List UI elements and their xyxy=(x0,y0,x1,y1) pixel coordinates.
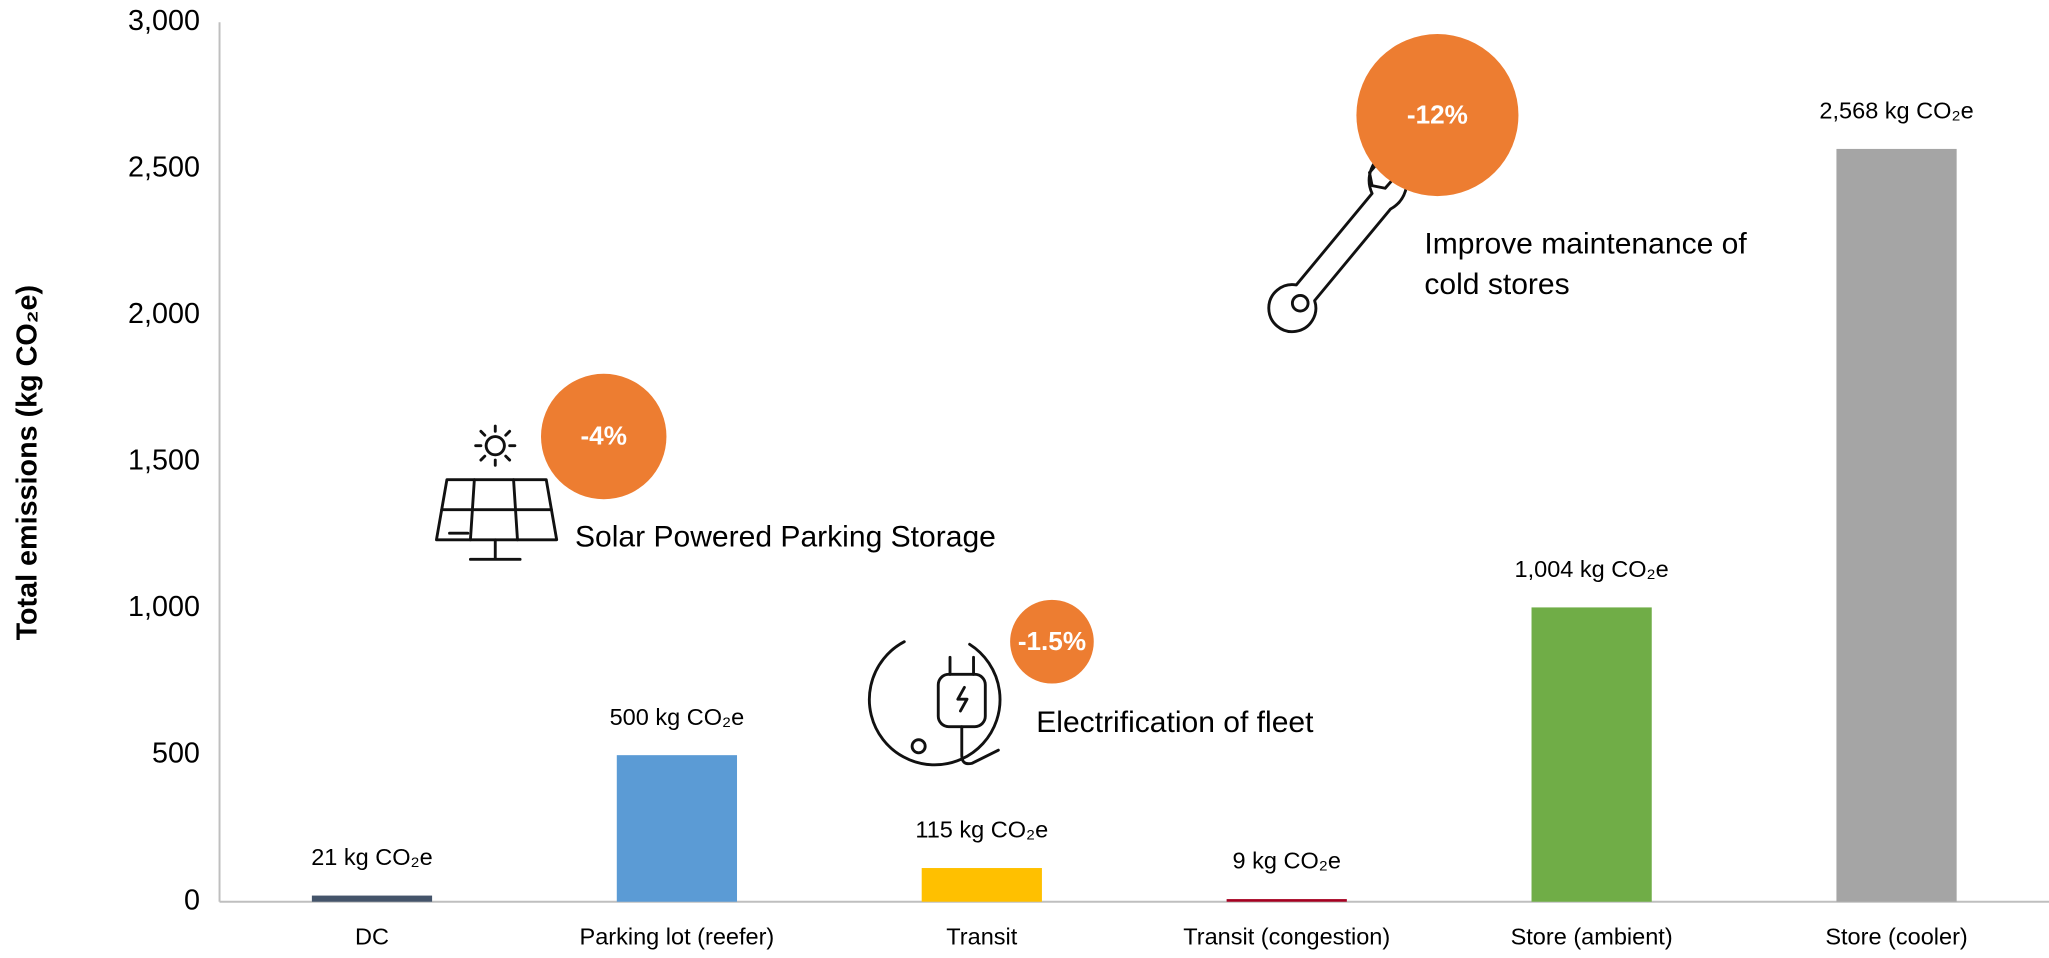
badge-circle xyxy=(540,373,667,500)
y-tick-label: 1,500 xyxy=(128,445,200,477)
x-tick-label: DC xyxy=(355,924,389,950)
annotation-text: cold stores xyxy=(1424,268,1569,301)
badge-label: -12% xyxy=(1407,99,1468,129)
x-tick-label: Transit (congestion) xyxy=(1183,924,1390,950)
bar xyxy=(921,868,1042,902)
annotation-text: Electrification of fleet xyxy=(1036,706,1314,739)
y-tick-label: 2,500 xyxy=(128,151,200,183)
x-tick-label: Parking lot (reefer) xyxy=(580,924,775,950)
badge-label: -1.5% xyxy=(1018,626,1086,656)
x-tick-label: Transit xyxy=(946,924,1017,950)
y-tick-label: 0 xyxy=(184,884,200,916)
value-label: 1,004 kg CO₂e xyxy=(1515,556,1669,582)
annotation-text: Improve maintenance of xyxy=(1424,228,1747,261)
plug-icon xyxy=(867,640,1002,767)
bar xyxy=(311,895,433,902)
y-tick-label: 2,000 xyxy=(128,298,200,330)
solar-icon xyxy=(435,424,559,561)
y-tick-label: 3,000 xyxy=(128,5,200,37)
value-label: 500 kg CO₂e xyxy=(610,704,745,730)
annotation-text: Solar Powered Parking Storage xyxy=(575,520,996,553)
badge-label: -4% xyxy=(580,421,626,451)
y-tick-label: 500 xyxy=(152,738,200,770)
bar xyxy=(1226,899,1347,902)
value-label: 2,568 kg CO₂e xyxy=(1819,98,1973,124)
y-tick-label: 1,000 xyxy=(128,591,200,623)
x-tick-label: Store (ambient) xyxy=(1511,924,1673,950)
value-label: 21 kg CO₂e xyxy=(311,844,433,870)
value-label: 115 kg CO₂e xyxy=(915,817,1048,843)
badge-circle xyxy=(1010,599,1094,684)
badge-circle xyxy=(1356,34,1519,197)
x-tick-label: Store (cooler) xyxy=(1825,924,1967,950)
bar xyxy=(616,755,738,902)
wrench-icon xyxy=(1267,150,1409,334)
bar xyxy=(1531,607,1652,902)
y-axis-label: Total emissions (kg CO₂e) xyxy=(11,285,43,641)
value-label: 9 kg CO₂e xyxy=(1232,848,1340,874)
bar xyxy=(1836,148,1957,902)
